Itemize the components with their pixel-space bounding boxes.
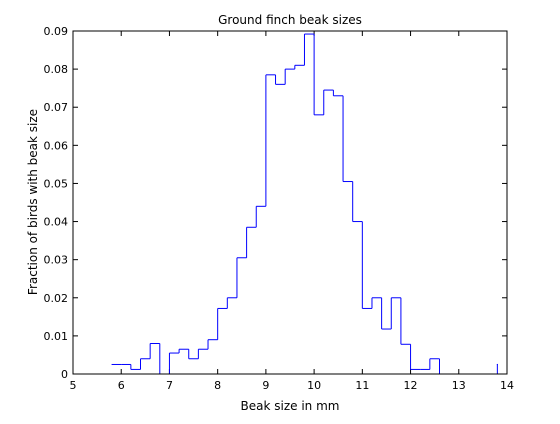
x-axis-label: Beak size in mm — [241, 399, 340, 413]
y-tick-label: 0.06 — [44, 139, 69, 152]
y-tick-label: 0.03 — [44, 254, 69, 267]
y-tick-label: 0.01 — [44, 330, 69, 343]
x-tick-label: 11 — [355, 379, 369, 392]
x-tick-label: 9 — [262, 379, 269, 392]
x-tick-label: 10 — [307, 379, 321, 392]
x-tick-label: 8 — [214, 379, 221, 392]
plot-frame — [72, 30, 508, 375]
y-tick-label: 0 — [61, 368, 68, 381]
axis-ticks: 5 6 7 8 9 10 11 12 13 14 0 0.01 0.02 0.03 0.04 0.05 0.06… — [44, 25, 515, 392]
y-tick-label: 0.07 — [44, 101, 69, 114]
y-tick-label: 0.05 — [44, 177, 69, 190]
chart-title: Ground finch beak sizes — [218, 13, 362, 27]
x-tick-label: 6 — [118, 379, 125, 392]
x-tick-label: 14 — [500, 379, 514, 392]
x-tick-label: 7 — [166, 379, 173, 392]
plot-background — [73, 31, 507, 374]
x-tick-label: 13 — [452, 379, 466, 392]
y-tick-label: 0.08 — [44, 63, 69, 76]
x-tick-label: 5 — [70, 379, 77, 392]
step-point — [496, 363, 498, 366]
y-axis-label: Fraction of birds with beak size — [26, 109, 40, 295]
y-tick-label: 0.09 — [44, 25, 69, 38]
x-tick-label: 12 — [404, 379, 418, 392]
y-tick-label: 0.02 — [44, 292, 69, 305]
y-tick-label: 0.04 — [44, 216, 69, 229]
